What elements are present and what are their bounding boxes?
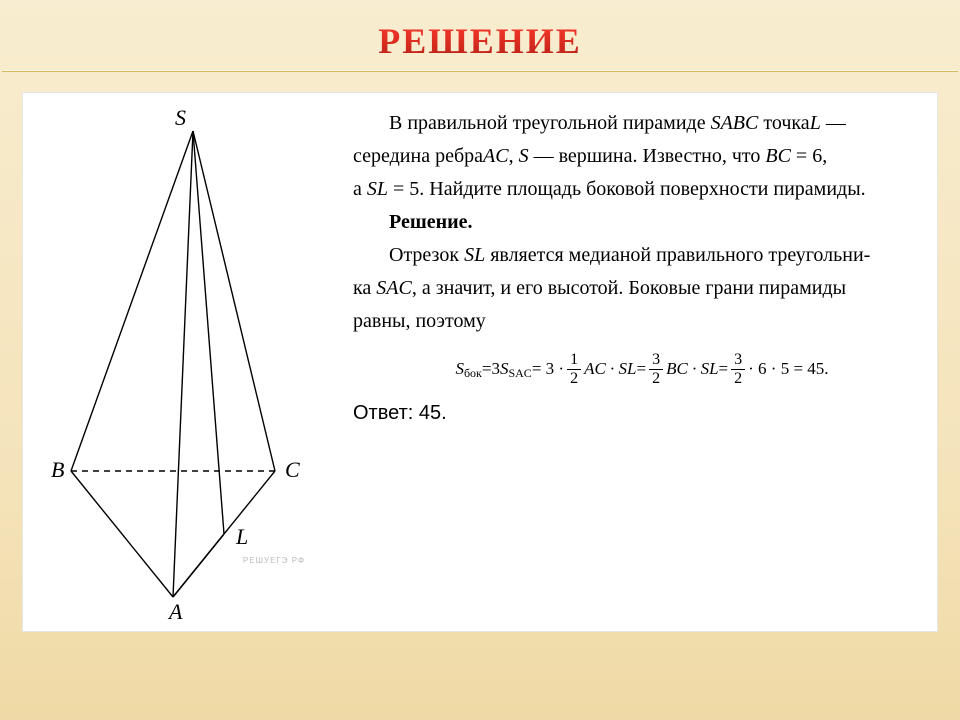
frac-1-2: 12 [567,352,581,387]
pyramid-svg: S B C A L РЕШУЕГЭ РФ [43,103,343,623]
t: а [353,178,367,200]
f: S [500,355,509,383]
solution-line2: ка SAC, а значит, и его высотой. Боковые… [353,272,931,305]
solution-line3: равны, поэтому [353,305,931,338]
n: 3 [731,352,745,370]
var-sl2: SL [464,244,485,266]
f: = [719,355,729,383]
t: — вершина. Известно, что [529,145,766,167]
f: = [637,355,647,383]
t: ка [353,277,376,299]
f: = [482,355,492,383]
vertex-label-l: L [235,524,248,549]
f: бок [464,364,482,384]
slide: РЕШЕНИЕ SBCAL РЕШУЕГЭ РФ В правильной тр… [0,0,960,720]
figure-watermark: РЕШУЕГЭ РФ [243,556,305,565]
var-bc: BC [765,145,791,167]
d: 2 [567,370,581,387]
n: 1 [567,352,581,370]
f: 3 [491,355,500,383]
t: , [509,145,519,167]
n: 3 [649,352,663,370]
solution-heading: Решение. [353,206,931,239]
d: 2 [649,370,663,387]
slide-title: РЕШЕНИЕ [0,20,960,62]
answer-label: Ответ: [353,402,419,424]
answer-line: Ответ: 45. [353,397,931,430]
var-ac: AC [483,145,509,167]
problem-line2: середина ребраAC, S — вершина. Известно,… [353,140,931,173]
vertex-label-a: A [167,599,183,623]
problem-line1: В правильной треугольной пирамиде SABC т… [353,107,931,140]
t: равны, поэтому [353,310,486,332]
frac-3-2b: 32 [731,352,745,387]
heading-text: Решение. [389,211,473,233]
var-sabc: SABC [711,112,759,134]
problem-line3: а SL = 5. Найдите площадь боковой поверх… [353,173,931,206]
t: точка [758,112,809,134]
vertex-label-s: S [175,105,186,130]
title-divider [2,70,958,72]
frac-3-2a: 32 [649,352,663,387]
text-block: В правильной треугольной пирамиде SABC т… [353,107,931,430]
f: = 3 · [532,355,564,383]
t: Отрезок [389,244,464,266]
t: = 6, [791,145,827,167]
t: В правильной треугольной пирамиде [389,112,711,134]
t: , а значит, и его высотой. Боковые грани… [412,277,846,299]
t: — [821,112,846,134]
d: 2 [731,370,745,387]
vertex-label-b: B [51,457,64,482]
title-area: РЕШЕНИЕ [0,0,960,70]
var-s: S [519,145,529,167]
var-sac: SAC [376,277,412,299]
formula: Sбок = 3SSAC = 3 · 12 AC · SL = 32 BC · … [353,352,931,387]
t: середина ребра [353,145,483,167]
t: является медианой правильного треугольни… [485,244,870,266]
f: · 6 · 5 = 45. [748,355,828,383]
content-box: SBCAL РЕШУЕГЭ РФ В правильной треугольно… [22,92,938,632]
var-sl: SL [367,178,388,200]
var-l: L [810,112,821,134]
t: = 5. Найдите площадь боковой поверхности… [388,178,866,200]
f: BC · SL [666,355,718,383]
f: AC · SL [584,355,636,383]
answer-value: 45. [419,402,447,424]
solution-line1: Отрезок SL является медианой правильного… [353,239,931,272]
f: SAC [508,364,531,384]
pyramid-figure: S B C A L РЕШУЕГЭ РФ [43,103,343,623]
f: S [455,355,464,383]
vertex-label-c: C [285,457,300,482]
